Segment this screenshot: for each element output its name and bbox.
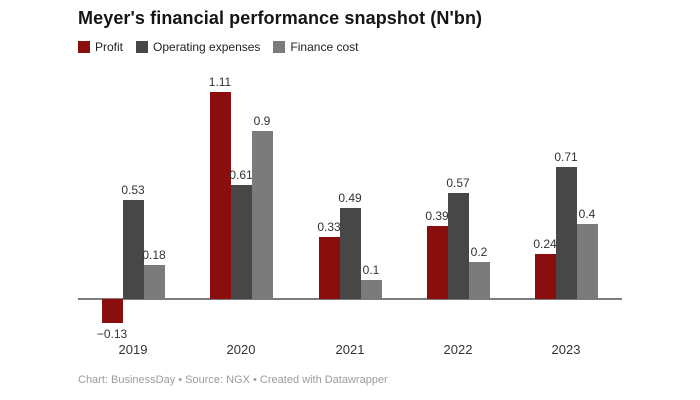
bar-operating-expenses-2023 [555,167,577,299]
legend-label: Finance cost [290,40,359,54]
bar-value-label: 0.4 [578,207,596,221]
bar-value-label: 0.53 [121,183,145,197]
x-axis-label-2019: 2019 [118,342,148,357]
x-axis-label-2021: 2021 [335,342,365,357]
bar-profit-2019 [101,299,123,323]
legend-item-profit: Profit [78,41,123,53]
bar-value-label: 0.1 [362,263,380,277]
attribution-footer: Chart: BusinessDay • Source: NGX • Creat… [78,374,388,386]
bar-operating-expenses-2022 [447,193,469,299]
legend-item-finance-cost: Finance cost [273,41,358,53]
x-axis-label-2023: 2023 [551,342,581,357]
legend-label: Operating expenses [153,40,261,54]
bar-operating-expenses-2021 [339,208,361,299]
chart-title: Meyer's financial performance snapshot (… [78,8,483,28]
bar-value-label: 0.71 [554,150,578,164]
bar-value-label: 0.33 [317,220,341,234]
bar-profit-2023 [534,254,556,299]
legend-item-operating-expenses: Operating expenses [136,41,260,53]
legend: Profit Operating expenses Finance cost [78,41,358,53]
bar-value-label: 0.24 [533,237,557,251]
x-axis-line [78,298,622,300]
bar-profit-2020 [209,92,231,299]
bar-value-label: 0.2 [470,245,488,259]
bar-value-label: 0.39 [425,209,449,223]
bar-finance-cost-2022 [468,262,490,299]
bar-value-label: 0.9 [253,114,271,128]
bar-profit-2021 [318,237,340,299]
bar-value-label: 0.61 [229,168,253,182]
x-axis-label-2020: 2020 [226,342,256,357]
bar-finance-cost-2019 [143,265,165,299]
bar-value-label: −0.13 [96,327,128,341]
bar-value-label: 0.57 [446,176,470,190]
bar-value-label: 1.11 [208,75,232,89]
legend-label: Profit [95,40,124,54]
bar-operating-expenses-2020 [230,185,252,299]
finance-cost-swatch-icon [273,41,286,53]
bar-operating-expenses-2019 [122,200,144,299]
operating-expenses-swatch-icon [136,41,149,53]
bar-finance-cost-2023 [576,224,598,299]
bar-finance-cost-2021 [360,280,382,299]
bar-profit-2022 [426,226,448,299]
x-axis-label-2022: 2022 [443,342,473,357]
bar-value-label: 0.49 [338,191,362,205]
bar-value-label: 0.18 [142,248,166,262]
bar-finance-cost-2020 [251,131,273,299]
profit-swatch-icon [78,41,90,53]
